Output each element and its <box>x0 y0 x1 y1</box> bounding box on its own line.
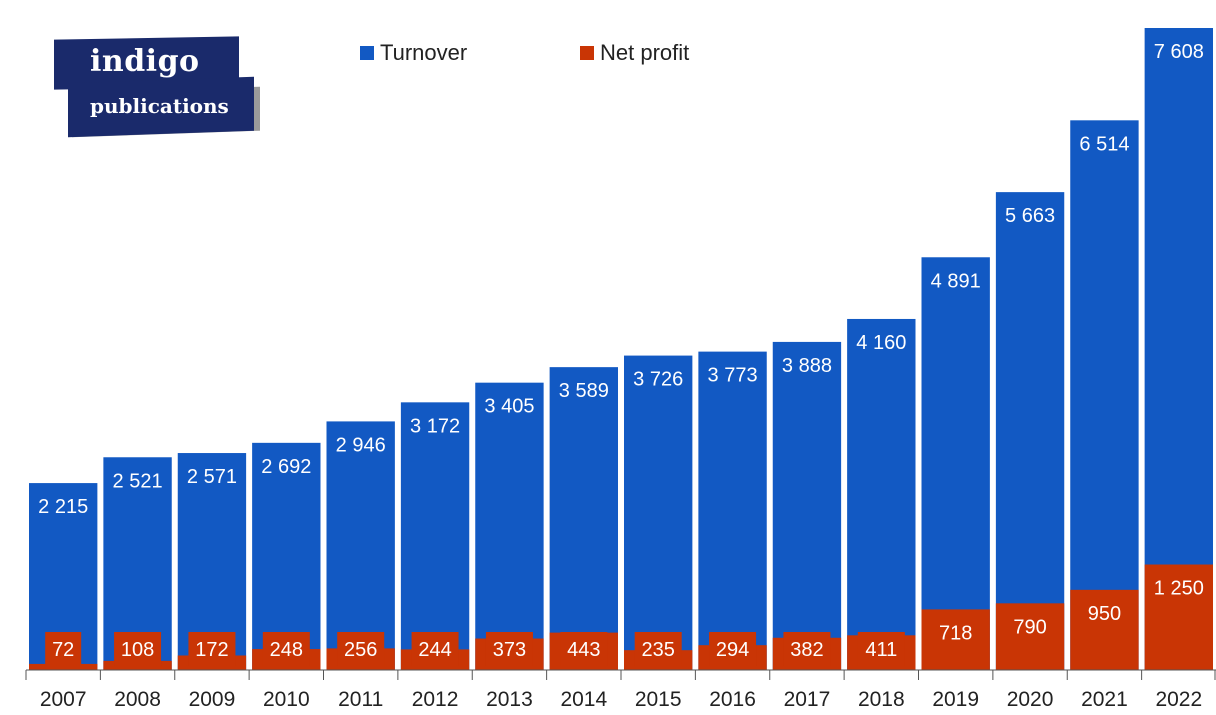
turnover-swatch <box>360 46 374 60</box>
net-profit-value-label-2015: 235 <box>642 639 675 661</box>
x-tick-label-2016: 2016 <box>709 688 756 711</box>
turnover-value-label-2009: 2 571 <box>187 466 237 488</box>
net-profit-value-label-2008: 108 <box>121 639 154 661</box>
turnover-value-label-2010: 2 692 <box>261 456 311 478</box>
turnover-value-label-2018: 4 160 <box>856 332 906 354</box>
turnover-value-label-2013: 3 405 <box>484 396 534 418</box>
net-profit-value-label-2011: 256 <box>344 639 377 661</box>
turnover-bar-2014 <box>549 367 618 670</box>
turnover-value-label-2011: 2 946 <box>336 434 386 456</box>
net-profit-value-label-2021: 950 <box>1088 603 1121 625</box>
turnover-bar-2022 <box>1144 28 1213 670</box>
net-profit-label-box-2010 <box>262 632 310 666</box>
net-profit-label-box-2011 <box>337 632 385 666</box>
net-profit-value-label-2019: 718 <box>939 622 972 644</box>
turnover-bar-2013 <box>475 382 544 670</box>
x-tick-label-2022: 2022 <box>1155 688 1202 711</box>
legend-item-net-profit: Net profit <box>580 40 689 66</box>
turnover-bar-2015 <box>624 355 693 670</box>
net-profit-value-label-2010: 248 <box>270 639 303 661</box>
turnover-value-label-2019: 4 891 <box>931 270 981 292</box>
net-profit-label-box-2012 <box>411 632 459 666</box>
net-profit-label-box-2013 <box>485 632 533 666</box>
net-profit-value-label-2016: 294 <box>716 639 749 661</box>
turnover-value-label-2017: 3 888 <box>782 355 832 377</box>
legend-label-turnover: Turnover <box>380 40 468 65</box>
net-profit-swatch <box>580 46 594 60</box>
net-profit-bar-2021 <box>1070 589 1139 670</box>
net-profit-value-label-2014: 443 <box>567 639 600 661</box>
net-profit-label-box-2009 <box>188 632 236 666</box>
turnover-bar-2017 <box>772 341 842 670</box>
x-tick-label-2021: 2021 <box>1081 688 1128 711</box>
net-profit-value-label-2022: 1 250 <box>1154 578 1204 600</box>
turnover-bar-2018 <box>847 318 916 670</box>
logo-text-indigo: indigo <box>90 44 200 79</box>
net-profit-label-box-2007 <box>45 632 82 666</box>
legend-item-turnover: Turnover <box>360 40 467 66</box>
turnover-value-label-2012: 3 172 <box>410 415 460 437</box>
x-tick-label-2018: 2018 <box>858 688 905 711</box>
x-tick-label-2019: 2019 <box>932 688 979 711</box>
turnover-value-label-2014: 3 589 <box>559 380 609 402</box>
x-tick-label-2009: 2009 <box>189 688 236 711</box>
net-profit-value-label-2009: 172 <box>195 639 228 661</box>
net-profit-label-box-2016 <box>709 632 757 666</box>
x-tick-label-2014: 2014 <box>560 688 607 711</box>
net-profit-label-box-2018 <box>857 632 905 666</box>
x-tick-label-2011: 2011 <box>338 688 383 711</box>
net-profit-value-label-2020: 790 <box>1013 616 1046 638</box>
x-tick-label-2010: 2010 <box>263 688 310 711</box>
turnover-bar-2011 <box>326 421 395 670</box>
x-tick-label-2015: 2015 <box>635 688 682 711</box>
turnover-bar-2019 <box>921 257 990 670</box>
indigo-publications-logo: indigo publications <box>54 36 264 148</box>
net-profit-label-box-2015 <box>634 632 682 666</box>
x-tick-label-2020: 2020 <box>1007 688 1054 711</box>
turnover-value-label-2021: 6 514 <box>1079 133 1129 155</box>
turnover-bar-2016 <box>698 351 767 670</box>
net-profit-bar-2020 <box>995 603 1065 670</box>
net-profit-label-box-2017 <box>783 632 831 666</box>
net-profit-value-label-2017: 382 <box>790 639 823 661</box>
x-tick-label-2008: 2008 <box>114 688 161 711</box>
net-profit-value-label-2018: 411 <box>865 639 897 661</box>
logo-text-publications: publications <box>90 94 229 118</box>
net-profit-value-label-2013: 373 <box>493 639 526 661</box>
turnover-value-label-2020: 5 663 <box>1005 205 1055 227</box>
turnover-bar-2020 <box>995 192 1065 671</box>
net-profit-label-box-2008 <box>114 632 162 666</box>
turnover-value-label-2015: 3 726 <box>633 369 683 391</box>
net-profit-bar-2019 <box>921 609 990 670</box>
net-profit-bar-2022 <box>1144 564 1213 670</box>
turnover-bar-2012 <box>400 402 470 670</box>
net-profit-label-box-2014 <box>560 632 608 666</box>
x-tick-label-2007: 2007 <box>40 688 87 711</box>
x-tick-label-2013: 2013 <box>486 688 533 711</box>
turnover-value-label-2007: 2 215 <box>38 496 88 518</box>
turnover-value-label-2022: 7 608 <box>1154 41 1204 63</box>
net-profit-value-label-2012: 244 <box>418 639 451 661</box>
x-tick-label-2017: 2017 <box>784 688 831 711</box>
x-tick-label-2012: 2012 <box>412 688 459 711</box>
net-profit-value-label-2007: 72 <box>52 639 74 661</box>
legend-label-net-profit: Net profit <box>600 40 690 65</box>
net-profit-bar-2007 <box>29 663 98 670</box>
turnover-value-label-2016: 3 773 <box>708 365 758 387</box>
turnover-bar-2021 <box>1070 120 1139 671</box>
turnover-value-label-2008: 2 521 <box>113 470 163 492</box>
